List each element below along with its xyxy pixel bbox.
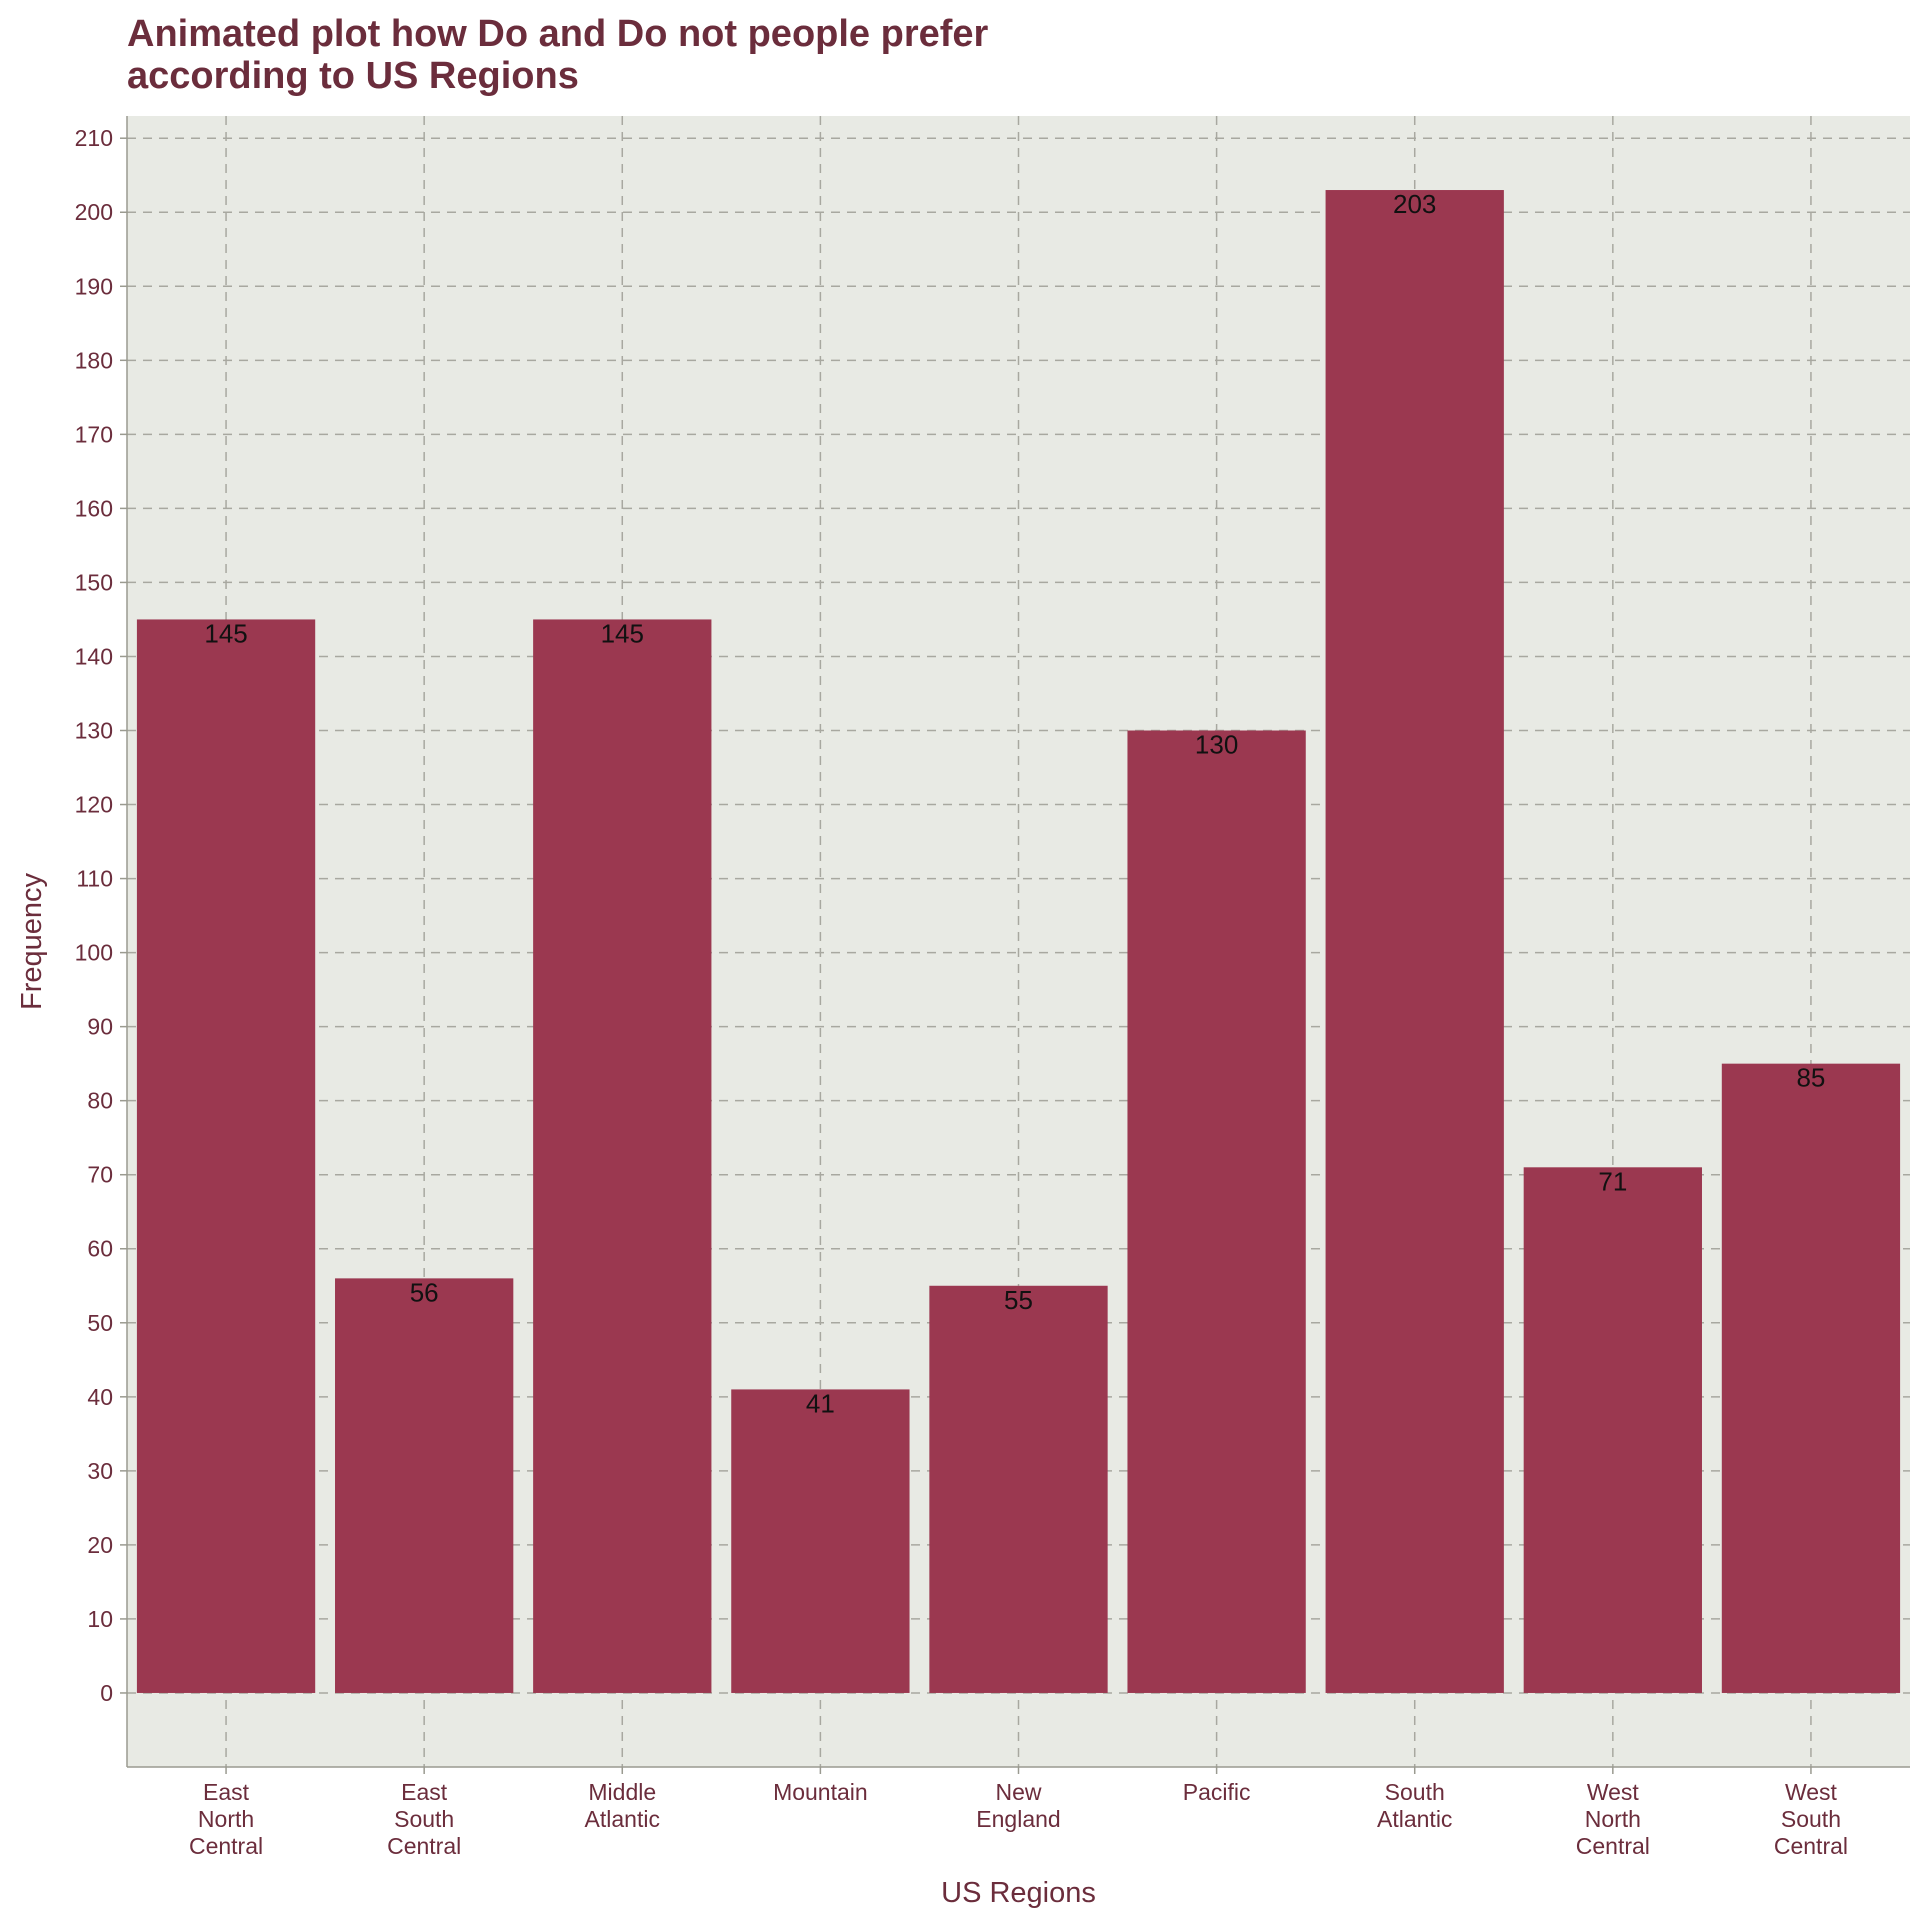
data-labels: 145 56 145 41 55 130 203 71 85 <box>204 189 1825 1418</box>
y-tick-label-12: 120 <box>75 792 113 818</box>
x-tick-label-line: Central <box>1774 1833 1848 1859</box>
bar-5 <box>1127 730 1306 1693</box>
y-tick-label-6: 60 <box>87 1236 113 1262</box>
x-tick-label-line: Middle <box>588 1779 656 1805</box>
x-tick-label-line: Atlantic <box>1377 1806 1452 1832</box>
chart-title: Animated plot how Do and Do not people p… <box>127 13 999 97</box>
x-tick-label-8: West South Central <box>1774 1779 1848 1859</box>
x-tick-label-line: South <box>394 1806 454 1832</box>
y-tick-label-18: 180 <box>75 347 113 373</box>
x-tick-label-0: East North Central <box>189 1779 263 1859</box>
bar-8 <box>1721 1063 1901 1693</box>
bar-0 <box>136 619 316 1693</box>
x-tick-label-line: Central <box>387 1833 461 1859</box>
y-tick-label-13: 130 <box>75 717 113 743</box>
bar-3 <box>731 1389 910 1693</box>
y-tick-label-2: 20 <box>87 1532 113 1558</box>
y-tick-label-1: 10 <box>87 1606 113 1632</box>
y-tick-label-10: 100 <box>75 940 113 966</box>
y-tick-label-7: 70 <box>87 1162 113 1188</box>
y-tick-label-4: 40 <box>87 1384 113 1410</box>
x-tick-label-line: Atlantic <box>585 1806 660 1832</box>
x-axis-title: US Regions <box>941 1877 1096 1909</box>
bar-2 <box>533 619 712 1693</box>
y-tick-label-0: 0 <box>100 1680 113 1706</box>
y-tick-label-15: 150 <box>75 569 113 595</box>
y-tick-label-3: 30 <box>87 1458 113 1484</box>
x-tick-label-6: South Atlantic <box>1377 1779 1452 1832</box>
y-tick-label-17: 170 <box>75 421 113 447</box>
x-tick-label-line: North <box>198 1806 254 1832</box>
x-tick-label-line: Mountain <box>773 1779 868 1805</box>
y-tick-label-5: 50 <box>87 1310 113 1336</box>
x-tick-label-line: New <box>995 1779 1041 1805</box>
x-tick-label-line: West <box>1785 1779 1838 1805</box>
x-tick-label-line: Central <box>189 1833 263 1859</box>
bar-1 <box>335 1278 514 1693</box>
x-tick-label-2: Middle Atlantic <box>585 1779 660 1832</box>
data-label-0: 145 <box>204 618 247 648</box>
x-tick-label-5: Pacific <box>1183 1779 1251 1805</box>
y-tick-label-9: 90 <box>87 1014 113 1040</box>
bar-4 <box>929 1285 1108 1693</box>
x-tick-label-4: New England <box>976 1779 1060 1832</box>
data-label-6: 203 <box>1393 189 1436 219</box>
data-label-8: 85 <box>1796 1063 1825 1093</box>
x-tick-label-line: South <box>1385 1779 1445 1805</box>
data-label-7: 71 <box>1598 1166 1627 1196</box>
x-tick-label-line: North <box>1585 1806 1641 1832</box>
y-tick-label-14: 140 <box>75 643 113 669</box>
data-label-1: 56 <box>410 1277 439 1307</box>
y-tick-label-19: 190 <box>75 273 113 299</box>
data-label-2: 145 <box>601 618 644 648</box>
x-tick-label-line: East <box>401 1779 448 1805</box>
data-label-3: 41 <box>806 1388 835 1418</box>
x-tick-label-line: West <box>1587 1779 1640 1805</box>
y-tick-label-8: 80 <box>87 1088 113 1114</box>
y-tick-label-20: 200 <box>75 199 113 225</box>
x-tick-label-line: Pacific <box>1183 1779 1251 1805</box>
x-tick-label-line: England <box>976 1806 1060 1832</box>
y-tick-labels: 0 10 20 30 40 50 60 70 80 90 100 110 120 130 140 150 160… <box>75 125 113 1706</box>
x-tick-label-1: East South Central <box>387 1779 461 1859</box>
data-label-4: 55 <box>1004 1285 1033 1315</box>
x-tick-label-line: East <box>203 1779 250 1805</box>
y-tick-label-16: 160 <box>75 495 113 521</box>
chart-title-line-2: according to US Regions <box>127 55 579 97</box>
x-tick-label-line: South <box>1781 1806 1841 1832</box>
x-tick-label-line: Central <box>1576 1833 1650 1859</box>
x-tick-label-3: Mountain <box>773 1779 868 1805</box>
x-tick-label-7: West North Central <box>1576 1779 1650 1859</box>
bar-6 <box>1325 190 1504 1693</box>
chart-title-line-1: Animated plot how Do and Do not people p… <box>127 13 989 55</box>
y-tick-label-21: 210 <box>75 125 113 151</box>
y-tick-label-11: 110 <box>76 866 113 892</box>
data-label-5: 130 <box>1195 729 1238 759</box>
bars <box>136 190 1901 1693</box>
axes <box>120 116 1910 1774</box>
y-axis-title: Frequency <box>16 872 48 1010</box>
bar-7 <box>1523 1167 1702 1693</box>
